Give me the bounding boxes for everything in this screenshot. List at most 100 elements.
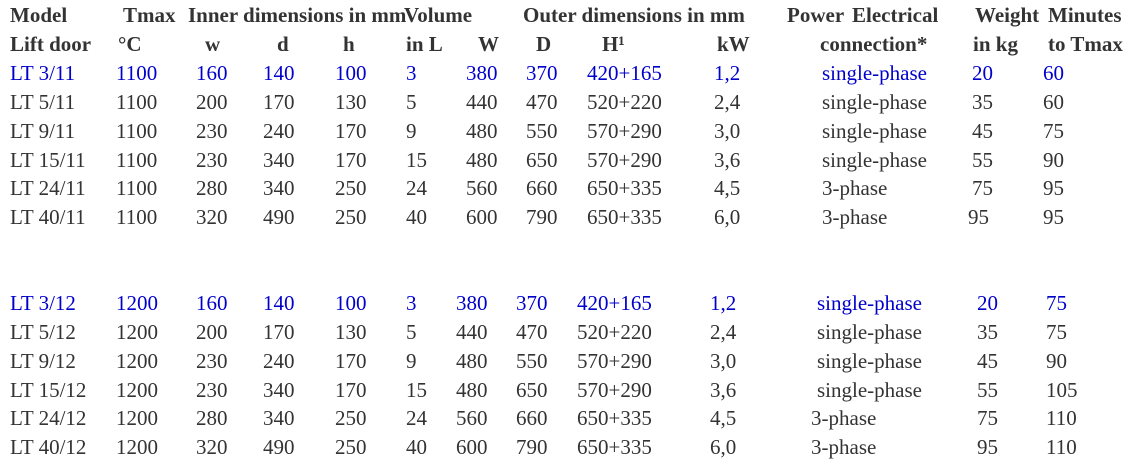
header-connection: connection*	[820, 32, 928, 56]
cell-power: 1,2	[714, 61, 741, 85]
cell-w: 320	[196, 205, 228, 229]
cell-outer-d: 660	[526, 176, 558, 200]
cell-w: 280	[196, 406, 228, 430]
cell-minutes: 75	[1046, 291, 1067, 315]
cell-d: 340	[263, 378, 295, 402]
cell-model: LT 5/11	[10, 90, 76, 114]
cell-outer-d: 370	[526, 61, 558, 85]
cell-model: LT 24/11	[10, 176, 86, 200]
header-to-tmax: to Tmax	[1048, 32, 1123, 56]
cell-model: LT 40/11	[10, 205, 86, 229]
cell-weight: 35	[977, 320, 998, 344]
header-lift-door: Lift door	[10, 32, 92, 56]
cell-outer-w: 560	[466, 176, 498, 200]
cell-outer-h: 650+335	[577, 435, 652, 459]
cell-volume: 9	[406, 119, 417, 143]
cell-w: 160	[196, 61, 228, 85]
cell-outer-h: 570+290	[577, 378, 652, 402]
cell-outer-w: 600	[456, 435, 488, 459]
cell-volume: 24	[406, 406, 427, 430]
cell-outer-d: 790	[516, 435, 548, 459]
cell-connection: single-phase	[817, 320, 922, 344]
cell-connection: 3-phase	[822, 205, 888, 229]
cell-weight: 95	[977, 435, 998, 459]
cell-model: LT 3/11	[10, 61, 76, 85]
cell-h: 250	[335, 205, 367, 229]
header-electrical: Electrical	[852, 3, 939, 27]
header-celsius: °C	[118, 32, 142, 56]
cell-w: 230	[196, 148, 228, 172]
cell-weight: 95	[968, 205, 989, 229]
cell-tmax: 1100	[116, 148, 158, 172]
header-d-outer: D	[536, 32, 552, 56]
cell-weight: 75	[977, 406, 998, 430]
cell-h: 130	[335, 90, 367, 114]
cell-d: 340	[263, 176, 295, 200]
cell-minutes: 60	[1043, 90, 1064, 114]
cell-volume: 40	[406, 435, 427, 459]
cell-outer-h: 520+220	[587, 90, 662, 114]
cell-h: 250	[335, 406, 367, 430]
cell-outer-h: 520+220	[577, 320, 652, 344]
cell-h: 170	[335, 119, 367, 143]
cell-volume: 40	[406, 205, 427, 229]
cell-tmax: 1200	[116, 435, 158, 459]
cell-outer-d: 550	[526, 119, 558, 143]
cell-power: 4,5	[714, 176, 741, 200]
cell-volume: 24	[406, 176, 427, 200]
cell-h: 170	[335, 378, 367, 402]
cell-volume: 9	[406, 349, 417, 373]
cell-outer-d: 790	[526, 205, 558, 229]
cell-model: LT 9/11	[10, 119, 76, 143]
cell-minutes: 60	[1043, 61, 1064, 85]
cell-volume: 15	[406, 148, 427, 172]
cell-minutes: 95	[1043, 176, 1064, 200]
cell-outer-h: 420+165	[587, 61, 662, 85]
cell-connection: single-phase	[817, 349, 922, 373]
cell-outer-d: 470	[516, 320, 548, 344]
header-inner-dimensions: Inner dimensions in mm	[188, 3, 407, 27]
cell-connection: 3-phase	[811, 406, 877, 430]
cell-h: 100	[335, 61, 367, 85]
cell-h: 170	[335, 349, 367, 373]
cell-outer-d: 370	[516, 291, 548, 315]
cell-volume: 5	[406, 90, 417, 114]
cell-d: 490	[263, 205, 295, 229]
cell-d: 140	[263, 291, 295, 315]
cell-d: 170	[263, 90, 295, 114]
cell-minutes: 95	[1043, 205, 1064, 229]
cell-connection: single-phase	[817, 291, 922, 315]
cell-d: 170	[263, 320, 295, 344]
cell-power: 2,4	[710, 320, 737, 344]
cell-power: 3,0	[714, 119, 741, 143]
cell-weight: 55	[977, 378, 998, 402]
cell-outer-h: 650+335	[577, 406, 652, 430]
header-d-inner: d	[277, 32, 289, 56]
cell-w: 230	[196, 119, 228, 143]
cell-outer-h: 570+290	[587, 148, 662, 172]
header-h-inner: h	[343, 32, 355, 56]
cell-weight: 35	[972, 90, 993, 114]
cell-power: 3,6	[714, 148, 741, 172]
cell-model: LT 15/12	[10, 378, 87, 402]
cell-d: 140	[263, 61, 295, 85]
cell-power: 6,0	[710, 435, 737, 459]
header-w-outer: W	[478, 32, 499, 56]
cell-volume: 3	[406, 61, 417, 85]
cell-power: 3,0	[710, 349, 737, 373]
header-volume-unit: in L	[406, 32, 443, 56]
cell-outer-w: 480	[456, 378, 488, 402]
cell-model: LT 3/12	[10, 291, 76, 315]
cell-d: 490	[263, 435, 295, 459]
cell-model: LT 24/12	[10, 406, 87, 430]
cell-weight: 45	[977, 349, 998, 373]
cell-d: 240	[263, 119, 295, 143]
header-w-inner: w	[205, 32, 221, 56]
header-h-outer: H¹	[602, 32, 625, 56]
cell-tmax: 1200	[116, 406, 158, 430]
cell-minutes: 110	[1046, 435, 1077, 459]
header-power: Power	[787, 3, 845, 27]
cell-model: LT 40/12	[10, 435, 87, 459]
header-model: Model	[10, 3, 68, 27]
cell-d: 240	[263, 349, 295, 373]
